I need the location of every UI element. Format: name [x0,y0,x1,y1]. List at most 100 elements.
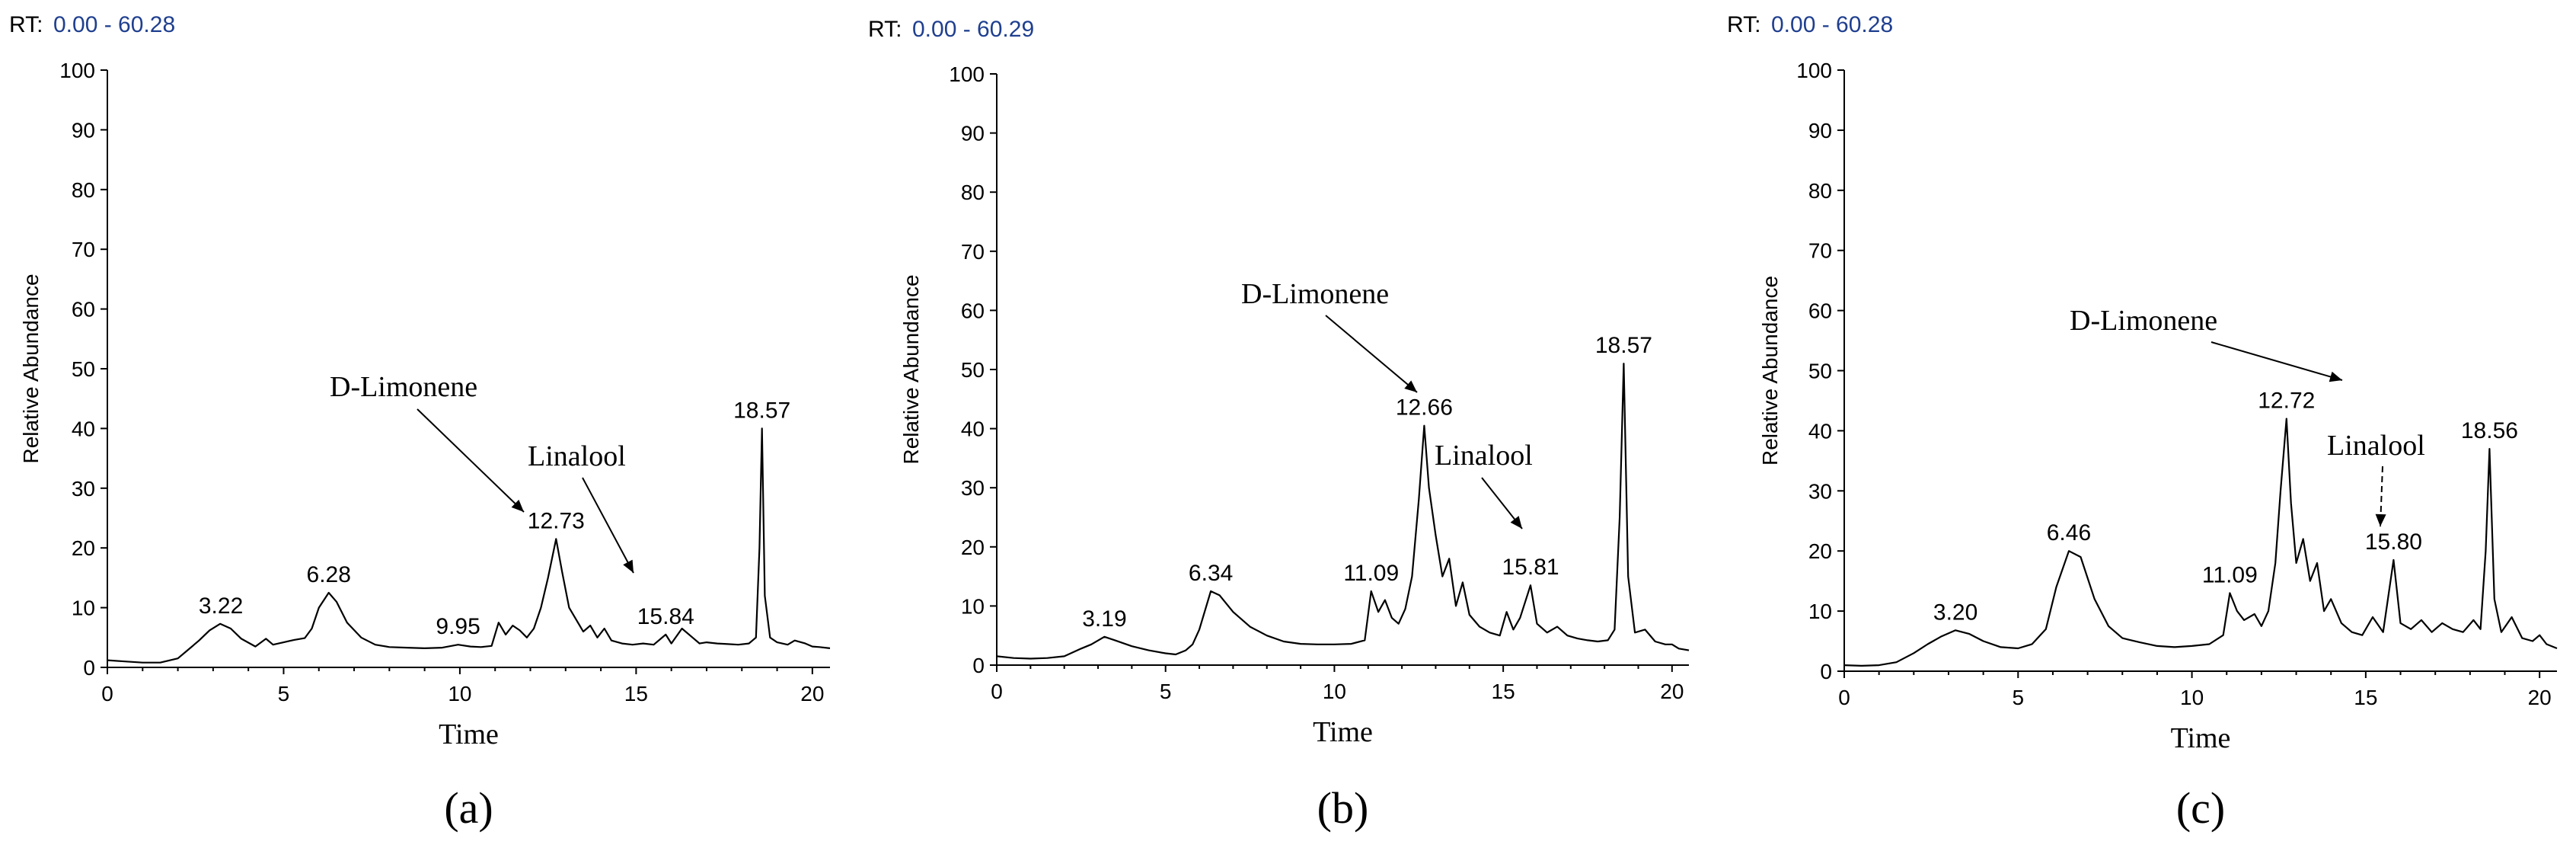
y-tick-label: 90 [72,118,95,142]
y-tick-label: 60 [961,299,985,322]
annotation-arrowhead [511,499,524,512]
y-tick-label: 100 [59,59,95,82]
compound-annotation: Linalool [1435,440,1533,472]
peak-label: 6.28 [307,562,351,587]
x-tick-label: 20 [2528,686,2552,709]
y-tick-label: 70 [72,238,95,261]
y-tick-label: 50 [1808,360,1832,383]
peak-label: 11.09 [2202,562,2258,587]
annotation-arrowhead [1510,516,1522,529]
peak-label: 18.57 [1595,333,1652,358]
y-axis-label: Relative Abundance [899,274,923,464]
x-tick-label: 20 [1660,680,1684,703]
chromatogram-svg-c: RT: 0.00 - 60.28 0 10 20 30 40 50 60 70 80 90 100 0 5 1… [1727,12,2558,833]
chromatogram-panel-b: RT: 0.00 - 60.29 0 10 20 30 40 50 60 70 80 90 100 0 5 1… [859,0,1717,851]
annotation-arrowhead [1404,380,1417,392]
rt-range: 0.00 - 60.28 [1771,12,1893,37]
x-tick-label: 0 [991,680,1003,703]
annotation-arrowhead [2329,371,2342,382]
y-tick-label: 80 [961,181,985,204]
x-tick-label: 5 [1160,680,1172,703]
rt-range: 0.00 - 60.28 [53,12,175,37]
annotation-arrow [582,477,634,574]
panel-label: (a) [444,783,493,833]
y-tick-label: 80 [72,178,95,202]
y-tick-label: 40 [961,418,985,441]
compound-annotation: Linalool [528,440,626,472]
y-tick-label: 10 [961,594,985,618]
annotation-arrowhead [2375,513,2386,526]
peak-label: 18.56 [2461,418,2518,443]
y-tick-label: 40 [1808,419,1832,443]
peak-label: 3.19 [1082,606,1126,632]
chromatogram-panel-c: RT: 0.00 - 60.28 0 10 20 30 40 50 60 70 80 90 100 0 5 1… [1718,0,2576,851]
y-tick-label: 40 [72,417,95,440]
annotation-arrowhead [623,559,634,573]
y-tick-label: 70 [1808,239,1832,263]
compound-annotation: D-Limonene [330,371,477,403]
peak-label: 15.80 [2365,529,2422,555]
chromatogram-trace [996,363,1690,660]
x-tick-label: 0 [101,682,113,705]
peak-label: 12.66 [1396,395,1453,421]
x-tick-label: 0 [1838,686,1850,709]
y-tick-label: 20 [1808,539,1832,563]
y-tick-label: 20 [961,536,985,559]
y-tick-label: 80 [1808,179,1832,203]
rt-prefix: RT: [868,17,902,42]
x-tick-label: 5 [2013,686,2025,709]
y-tick-label: 70 [961,240,985,264]
peak-label: 12.72 [2258,389,2315,414]
compound-annotation: Linalool [2327,430,2425,462]
y-tick-label: 30 [961,476,985,500]
chromatogram-panel-a: RT: 0.00 - 60.28 0 10 20 30 40 50 60 70 80 90 100 0 5 1… [0,0,858,851]
annotation-arrow [417,408,525,513]
compound-annotation: D-Limonene [2070,305,2217,337]
x-tick-label: 15 [624,682,648,705]
x-tick-label: 10 [2180,686,2204,709]
peak-label: 3.20 [1933,600,1977,625]
peak-label: 6.34 [1189,561,1233,586]
peak-label: 11.09 [1343,561,1399,586]
y-tick-label: 100 [1796,59,1832,82]
y-tick-label: 0 [83,656,95,680]
x-axis-label: Time [1313,716,1373,748]
y-tick-label: 30 [1808,479,1832,503]
chromatogram-trace [1843,418,2558,667]
y-axis-label: Relative Abundance [19,274,43,463]
x-axis-label: Time [2171,722,2231,754]
y-tick-label: 0 [972,654,985,677]
annotation-arrow [2211,341,2343,381]
panel-label: (c) [2176,783,2225,833]
compound-annotation: D-Limonene [1241,278,1389,310]
y-tick-label: 60 [1808,299,1832,323]
peak-label: 18.57 [733,398,790,423]
y-tick-label: 30 [72,477,95,501]
y-tick-label: 100 [949,62,985,86]
chromatogram-trace [107,427,831,664]
peak-label: 15.81 [1502,555,1559,580]
x-tick-label: 10 [1323,680,1346,703]
x-tick-label: 10 [448,682,471,705]
y-tick-label: 0 [1820,660,1832,683]
peak-label: 15.84 [637,604,694,629]
y-tick-label: 90 [1808,119,1832,142]
x-tick-label: 5 [278,682,290,705]
chromatogram-svg-b: RT: 0.00 - 60.29 0 10 20 30 40 50 60 70 80 90 100 0 5 1… [868,17,1690,833]
rt-prefix: RT: [9,12,43,37]
peak-label: 3.22 [199,593,243,619]
y-tick-label: 10 [72,597,95,620]
peak-label: 6.46 [2047,520,2091,545]
rt-range: 0.00 - 60.29 [912,17,1034,42]
y-tick-label: 20 [72,536,95,560]
y-tick-label: 90 [961,122,985,146]
x-axis-label: Time [439,718,499,750]
y-tick-label: 60 [72,298,95,322]
x-tick-label: 15 [2354,686,2377,709]
y-axis-label: Relative Abundance [1758,276,1782,465]
peak-label: 12.73 [528,508,585,533]
peak-label: 9.95 [436,614,480,639]
y-tick-label: 10 [1808,600,1832,623]
rt-prefix: RT: [1727,12,1760,37]
x-tick-label: 20 [800,682,824,705]
